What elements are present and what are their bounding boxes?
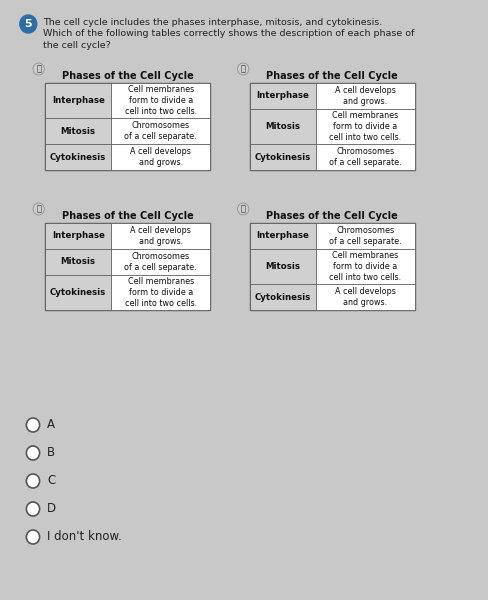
Text: Mitosis: Mitosis	[265, 122, 300, 131]
Text: A cell develops
and grows.: A cell develops and grows.	[130, 226, 191, 246]
Text: Ⓐ: Ⓐ	[36, 64, 41, 73]
Text: Interphase: Interphase	[52, 96, 104, 105]
Text: Phases of the Cell Cycle: Phases of the Cell Cycle	[266, 71, 397, 81]
FancyBboxPatch shape	[45, 144, 111, 170]
Text: Interphase: Interphase	[256, 91, 308, 100]
Text: Which of the following tables correctly shows the description of each phase of
t: Which of the following tables correctly …	[43, 29, 414, 50]
FancyBboxPatch shape	[45, 249, 111, 275]
Text: Phases of the Cell Cycle: Phases of the Cell Cycle	[266, 211, 397, 221]
Text: Chromosomes
of a cell separate.: Chromosomes of a cell separate.	[124, 121, 197, 141]
FancyBboxPatch shape	[249, 249, 315, 284]
FancyBboxPatch shape	[45, 83, 210, 170]
FancyBboxPatch shape	[315, 83, 414, 109]
FancyBboxPatch shape	[315, 144, 414, 170]
Text: Cell membranes
form to divide a
cell into two cells.: Cell membranes form to divide a cell int…	[328, 251, 401, 282]
Circle shape	[26, 530, 40, 544]
Circle shape	[237, 203, 248, 215]
Text: A cell develops
and grows.: A cell develops and grows.	[334, 86, 395, 106]
Circle shape	[237, 63, 248, 75]
Text: Cytokinesis: Cytokinesis	[254, 152, 310, 161]
Text: B: B	[47, 446, 55, 460]
Circle shape	[26, 418, 40, 432]
FancyBboxPatch shape	[249, 109, 315, 144]
FancyBboxPatch shape	[315, 249, 414, 284]
FancyBboxPatch shape	[111, 83, 210, 118]
Circle shape	[26, 446, 40, 460]
FancyBboxPatch shape	[249, 83, 414, 170]
Text: Phases of the Cell Cycle: Phases of the Cell Cycle	[61, 71, 193, 81]
Text: Ⓓ: Ⓓ	[240, 205, 245, 214]
FancyBboxPatch shape	[111, 144, 210, 170]
Text: Ⓑ: Ⓑ	[240, 64, 245, 73]
Text: Interphase: Interphase	[256, 232, 308, 241]
FancyBboxPatch shape	[45, 83, 111, 118]
Text: Mitosis: Mitosis	[265, 262, 300, 271]
FancyBboxPatch shape	[249, 144, 315, 170]
Text: Chromosomes
of a cell separate.: Chromosomes of a cell separate.	[328, 226, 401, 246]
Text: A: A	[47, 419, 55, 431]
FancyBboxPatch shape	[45, 275, 111, 310]
Text: Mitosis: Mitosis	[61, 257, 96, 266]
FancyBboxPatch shape	[249, 223, 315, 249]
Text: Cytokinesis: Cytokinesis	[50, 152, 106, 161]
Text: Interphase: Interphase	[52, 232, 104, 241]
Text: Cytokinesis: Cytokinesis	[254, 292, 310, 301]
Text: Phases of the Cell Cycle: Phases of the Cell Cycle	[61, 211, 193, 221]
FancyBboxPatch shape	[45, 118, 111, 144]
Text: A cell develops
and grows.: A cell develops and grows.	[130, 147, 191, 167]
Text: Cell membranes
form to divide a
cell into two cells.: Cell membranes form to divide a cell int…	[124, 277, 196, 308]
FancyBboxPatch shape	[315, 223, 414, 249]
Text: C: C	[47, 475, 55, 487]
Text: 5: 5	[24, 19, 32, 29]
FancyBboxPatch shape	[249, 223, 414, 310]
Text: Cell membranes
form to divide a
cell into two cells.: Cell membranes form to divide a cell int…	[124, 85, 196, 116]
Text: Cytokinesis: Cytokinesis	[50, 288, 106, 297]
FancyBboxPatch shape	[315, 109, 414, 144]
FancyBboxPatch shape	[111, 249, 210, 275]
Circle shape	[20, 15, 37, 33]
Text: Cell membranes
form to divide a
cell into two cells.: Cell membranes form to divide a cell int…	[328, 111, 401, 142]
FancyBboxPatch shape	[249, 284, 315, 310]
FancyBboxPatch shape	[315, 284, 414, 310]
Text: The cell cycle includes the phases interphase, mitosis, and cytokinesis.: The cell cycle includes the phases inter…	[43, 18, 382, 27]
FancyBboxPatch shape	[111, 118, 210, 144]
Circle shape	[26, 474, 40, 488]
FancyBboxPatch shape	[111, 275, 210, 310]
Text: Chromosomes
of a cell separate.: Chromosomes of a cell separate.	[124, 252, 197, 272]
Text: I don't know.: I don't know.	[47, 530, 122, 544]
FancyBboxPatch shape	[111, 223, 210, 249]
Circle shape	[33, 203, 44, 215]
Text: Ⓒ: Ⓒ	[36, 205, 41, 214]
Circle shape	[26, 502, 40, 516]
FancyBboxPatch shape	[249, 83, 315, 109]
Circle shape	[33, 63, 44, 75]
Text: A cell develops
and grows.: A cell develops and grows.	[334, 287, 395, 307]
FancyBboxPatch shape	[45, 223, 111, 249]
Text: Chromosomes
of a cell separate.: Chromosomes of a cell separate.	[328, 147, 401, 167]
Text: D: D	[47, 503, 56, 515]
FancyBboxPatch shape	[45, 223, 210, 310]
Text: Mitosis: Mitosis	[61, 127, 96, 136]
